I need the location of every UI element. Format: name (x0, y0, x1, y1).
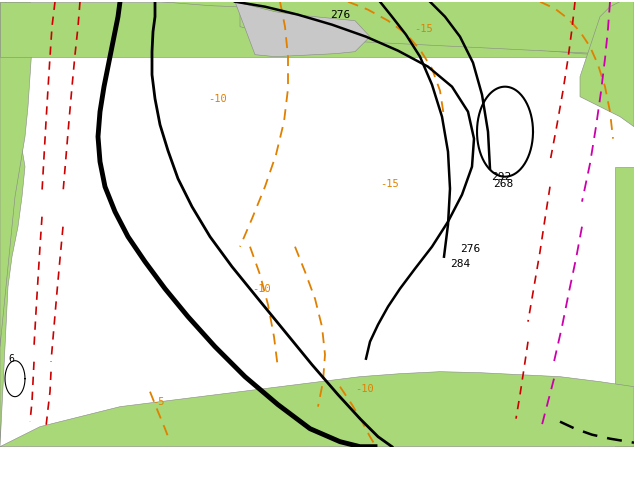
Text: -5: -5 (152, 397, 164, 407)
Text: 276: 276 (330, 10, 350, 20)
Text: -15: -15 (380, 179, 399, 189)
Text: -10: -10 (252, 284, 271, 294)
Polygon shape (0, 1, 32, 347)
Text: Height/Temp. 700 hPa [gdmp][°C] GFS ENS: Height/Temp. 700 hPa [gdmp][°C] GFS ENS (10, 459, 253, 469)
Text: 268: 268 (493, 179, 513, 189)
Polygon shape (235, 1, 370, 57)
Polygon shape (580, 1, 634, 127)
Polygon shape (240, 1, 634, 56)
Text: ©weatheronline.co.uk: ©weatheronline.co.uk (476, 481, 593, 490)
Polygon shape (0, 372, 634, 447)
Text: -15: -15 (415, 24, 434, 34)
Text: 6: 6 (8, 354, 14, 364)
Polygon shape (160, 1, 634, 57)
Text: -10: -10 (356, 384, 374, 393)
Text: 276: 276 (460, 244, 480, 254)
Text: 284: 284 (450, 259, 470, 269)
Text: 292: 292 (491, 172, 511, 182)
Text: Tu 01-10-2024 06:00 JTC (06+192): Tu 01-10-2024 06:00 JTC (06+192) (361, 459, 561, 469)
Polygon shape (615, 167, 634, 447)
Polygon shape (0, 1, 35, 447)
Text: -10: -10 (209, 94, 228, 104)
Polygon shape (0, 1, 634, 57)
